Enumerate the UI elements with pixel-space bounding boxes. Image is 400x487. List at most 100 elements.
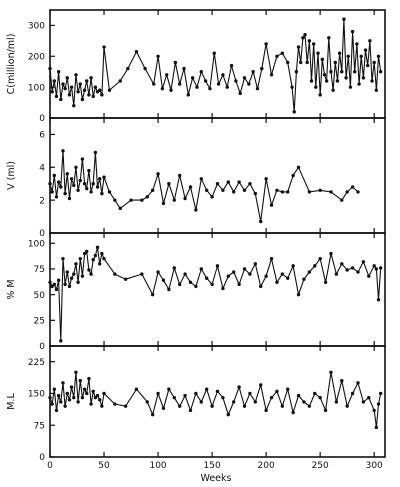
data-point xyxy=(378,266,383,270)
data-point xyxy=(63,282,67,287)
data-point xyxy=(78,256,82,261)
data-point xyxy=(299,60,303,65)
data-point xyxy=(156,172,160,176)
x-tick-label: 300 xyxy=(366,461,383,471)
y-tick-label: 200 xyxy=(28,52,45,62)
data-point xyxy=(221,286,225,291)
data-point xyxy=(74,370,78,374)
data-point xyxy=(194,284,198,289)
data-point xyxy=(248,391,252,396)
data-point xyxy=(374,267,379,271)
data-point xyxy=(296,45,301,49)
data-point xyxy=(93,85,98,89)
data-point xyxy=(199,267,203,271)
data-point xyxy=(259,284,263,289)
data-point xyxy=(296,292,301,297)
data-point xyxy=(93,395,98,400)
data-point xyxy=(264,42,268,46)
data-point xyxy=(65,76,69,80)
data-point xyxy=(93,150,98,155)
data-point xyxy=(237,180,241,184)
data-point xyxy=(367,274,371,278)
data-point xyxy=(275,54,279,58)
data-point xyxy=(89,402,93,406)
data-point xyxy=(324,79,329,83)
data-point xyxy=(161,201,166,206)
data-point xyxy=(182,66,186,71)
data-point xyxy=(260,66,264,71)
data-point xyxy=(311,42,316,46)
data-point xyxy=(318,395,322,400)
data-point xyxy=(269,256,274,261)
data-point xyxy=(98,398,102,402)
data-point xyxy=(226,180,231,184)
data-point xyxy=(215,389,220,394)
data-point xyxy=(305,60,309,65)
data-point xyxy=(251,70,255,74)
data-point xyxy=(52,387,57,391)
data-point xyxy=(150,412,155,417)
data-point xyxy=(152,82,156,86)
data-point xyxy=(275,280,279,285)
y-tick-label: 225 xyxy=(28,358,45,368)
data-point xyxy=(72,395,76,400)
data-point xyxy=(357,82,361,86)
data-point xyxy=(74,73,78,77)
data-point xyxy=(126,66,130,71)
data-point xyxy=(340,262,344,266)
data-point xyxy=(334,400,339,404)
x-tick-label: 150 xyxy=(204,461,221,471)
data-point xyxy=(195,85,199,89)
y-tick-label: 50 xyxy=(34,291,46,301)
data-point xyxy=(232,400,236,404)
data-point xyxy=(307,404,312,408)
data-point xyxy=(237,385,241,389)
data-point xyxy=(210,282,214,287)
y-tick-label: 100 xyxy=(28,83,45,93)
data-point xyxy=(323,280,328,285)
data-point xyxy=(232,270,236,274)
data-point xyxy=(85,79,89,83)
data-point xyxy=(63,404,67,408)
data-point xyxy=(367,395,371,400)
data-point xyxy=(100,251,104,256)
data-point xyxy=(313,391,317,396)
data-point xyxy=(143,66,147,71)
data-point xyxy=(167,287,171,292)
y-axis-label: % M xyxy=(6,279,17,299)
data-point xyxy=(82,88,87,92)
data-point xyxy=(334,272,339,276)
data-point xyxy=(296,165,301,169)
y-tick-label: 0 xyxy=(39,453,45,463)
data-point xyxy=(356,270,360,274)
data-point xyxy=(253,400,258,404)
data-point xyxy=(167,387,171,391)
data-point xyxy=(226,412,231,417)
data-point xyxy=(59,97,63,102)
data-point xyxy=(56,278,61,282)
data-point xyxy=(183,393,187,398)
data-point xyxy=(199,400,203,404)
data-point xyxy=(269,203,274,207)
data-point xyxy=(76,90,80,94)
data-point xyxy=(291,264,295,268)
data-point xyxy=(264,408,268,413)
data-point xyxy=(216,82,221,86)
data-point xyxy=(329,70,333,74)
data-point xyxy=(100,404,104,408)
data-point xyxy=(74,165,78,169)
panel-1: 0 100 200 300 C(million/ml) xyxy=(6,9,386,124)
y-tick-label: 100 xyxy=(28,239,45,249)
y-tick-label: 2 xyxy=(39,196,45,206)
data-point xyxy=(61,256,65,261)
data-point xyxy=(67,398,72,402)
data-point xyxy=(210,195,214,199)
data-point xyxy=(100,191,104,196)
data-point xyxy=(318,93,322,97)
data-point xyxy=(316,51,320,55)
data-point xyxy=(353,70,357,74)
x-axis-label: Weeks xyxy=(201,473,232,484)
data-point xyxy=(54,195,59,199)
data-point xyxy=(215,182,220,186)
